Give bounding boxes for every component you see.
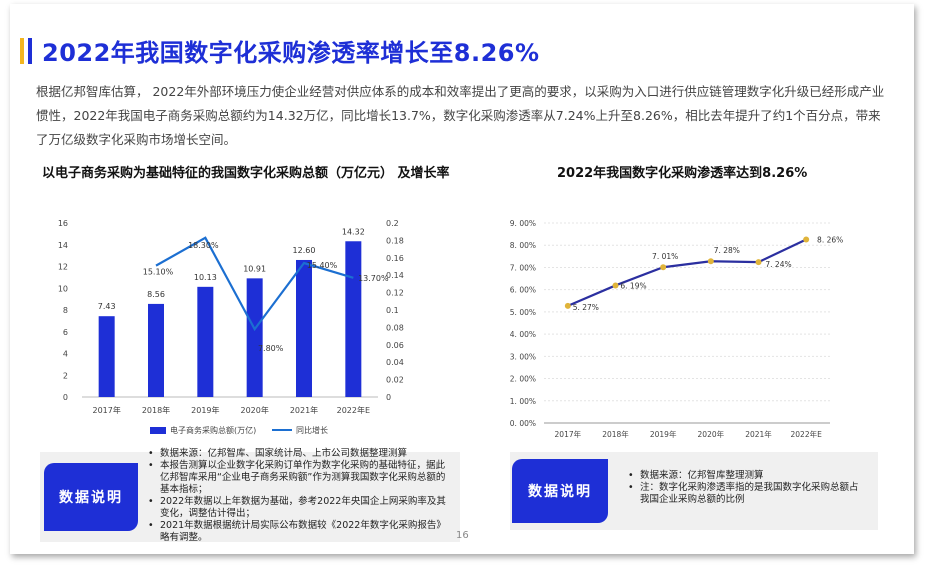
bar-value-label: 7.43: [98, 302, 116, 311]
y-tick-label: 1. 00%: [510, 397, 536, 406]
y-tick-label: 9. 00%: [510, 219, 536, 228]
right-line-chart: 0. 00% 1. 00% 2. 00% 3. 00% 4. 00% 5. 00% 6. 0…: [510, 219, 843, 439]
growth-value-label: 15.10%: [143, 268, 174, 277]
legend-line-label: 同比增长: [296, 425, 328, 435]
right-note-item: 注：数字化采购渗透率指的是我国数字化采购总额占我国企业采购总额的比例: [628, 482, 863, 506]
growth-value-label: 13.70%: [358, 274, 389, 283]
data-point: [707, 258, 714, 265]
y-tick-label: 14: [58, 241, 68, 250]
y-tick-label: 6: [63, 328, 68, 337]
data-value-label: 7. 28%: [714, 246, 740, 255]
y-tick-label: 4. 00%: [510, 330, 536, 339]
right-notes: 数据来源：亿邦智库整理测算注：数字化采购渗透率指的是我国数字化采购总额占我国企业…: [628, 470, 863, 506]
y-tick-label: 4: [63, 350, 68, 359]
y-tick-label: 6. 00%: [510, 286, 536, 295]
penetration-line: [567, 238, 807, 307]
y-tick-label: 16: [58, 219, 68, 228]
left-chart-title: 以电子商务采购为基础特征的我国数字化采购总额（万亿元） 及增长率: [42, 166, 450, 181]
y2-tick-label: 0.1: [386, 306, 399, 315]
x-tick-label: 2018年: [602, 429, 629, 439]
data-value-label: 8. 26%: [817, 235, 843, 244]
y2-tick-label: 0.2: [386, 219, 399, 228]
legend-bar-label: 电子商务采购总额(万亿): [170, 425, 256, 435]
title-accent-blue: [28, 38, 32, 64]
bar-value-label: 10.91: [243, 264, 266, 273]
intro-paragraph: 根据亿邦智库估算， 2022年外部环境压力使企业经营对供应体系的成本和效率提出了…: [36, 84, 885, 147]
x-tick-label: 2021年: [290, 405, 318, 415]
y2-tick-label: 0.08: [386, 323, 404, 332]
page-title: 2022年我国数字化采购渗透率增长至8.26%: [42, 39, 540, 67]
growth-value-label: 7.80%: [258, 344, 284, 353]
x-tick-label: 2018年: [142, 405, 170, 415]
bar: [246, 278, 263, 397]
y2-tick-label: 0.02: [386, 376, 404, 385]
y-tick-label: 2. 00%: [510, 375, 536, 384]
bar-value-label: 12.60: [293, 246, 316, 255]
left-note-item: 2021年数据根据统计局实际公布数据较《2022年数字化采购报告》略有调整。: [148, 520, 448, 544]
x-tick-label: 2020年: [698, 429, 725, 439]
data-value-label: 5. 27%: [573, 303, 599, 312]
data-point: [564, 302, 571, 309]
y2-tick-label: 0.06: [386, 341, 404, 350]
bar: [345, 241, 362, 397]
data-value-label: 6. 19%: [620, 281, 646, 290]
bar: [98, 316, 115, 397]
data-point: [755, 259, 762, 266]
legend-bar-swatch: [150, 427, 166, 434]
data-point: [803, 236, 810, 243]
y-tick-label: 8: [63, 306, 68, 315]
bar: [296, 259, 312, 397]
y2-tick-label: 0.16: [386, 254, 404, 263]
bar-value-label: 8.56: [147, 290, 165, 299]
x-tick-label: 2022年E: [337, 405, 370, 415]
y2-tick-label: 0: [386, 393, 391, 402]
left-note-item: 数据来源：亿邦智库、国家统计局、上市公司数据整理测算: [148, 448, 448, 460]
left-note-label: 数据说明: [44, 463, 138, 531]
right-chart-title: 2022年我国数字化采购渗透率达到8.26%: [557, 166, 808, 181]
data-point: [660, 264, 667, 271]
left-note-item: 2022年数据以上年数据为基础，参考2022年央国企上网采购率及其变化，调整估计…: [148, 496, 448, 520]
title-accent-yellow: [20, 38, 24, 64]
y-tick-label: 5. 00%: [510, 308, 536, 317]
x-tick-label: 2017年: [92, 405, 120, 415]
y-tick-label: 2: [63, 371, 68, 380]
y2-tick-label: 0.18: [386, 236, 404, 245]
growth-line: [155, 236, 354, 332]
y2-tick-label: 0.12: [386, 289, 404, 298]
x-tick-label: 2020年: [240, 405, 268, 415]
bar-value-label: 14.32: [342, 227, 365, 236]
bar: [148, 303, 164, 397]
bar-value-label: 10.13: [194, 273, 217, 282]
x-tick-label: 2019年: [191, 405, 219, 415]
y-tick-label: 12: [58, 263, 68, 272]
left-combo-chart: 0 2 4 6 8 10 12 14 16 0 0.02 0.04 0.06 0.08 0.1 0.12 0.1…: [58, 219, 404, 435]
data-value-label: 7. 01%: [652, 252, 678, 261]
y-tick-label: 7. 00%: [510, 263, 536, 272]
y2-tick-label: 0.04: [386, 358, 404, 367]
left-notes: 数据来源：亿邦智库、国家统计局、上市公司数据整理测算本报告测算以企业数字化采购订…: [148, 448, 448, 544]
y2-tick-label: 0.14: [386, 271, 404, 280]
page-number: 16: [456, 530, 469, 541]
x-tick-label: 2022年E: [791, 429, 823, 439]
bar: [197, 286, 214, 397]
y-tick-label: 3. 00%: [510, 352, 536, 361]
y-tick-label: 8. 00%: [510, 241, 536, 250]
data-value-label: 7. 24%: [765, 260, 791, 269]
data-point: [612, 282, 619, 289]
x-tick-label: 2021年: [745, 429, 772, 439]
growth-value-label: 18.30%: [188, 241, 219, 250]
right-note-label: 数据说明: [512, 459, 608, 523]
x-tick-label: 2017年: [555, 429, 582, 439]
left-note-item: 本报告测算以企业数字化采购订单作为数字化采购的基础特征，据此亿邦智库采用“企业电…: [148, 460, 448, 496]
right-note-item: 数据来源：亿邦智库整理测算: [628, 470, 863, 482]
y-tick-label: 0: [63, 393, 68, 402]
y-tick-label: 0. 00%: [510, 419, 536, 428]
x-tick-label: 2019年: [650, 429, 677, 439]
growth-value-label: 15.40%: [307, 261, 338, 270]
y-tick-label: 10: [58, 284, 68, 293]
